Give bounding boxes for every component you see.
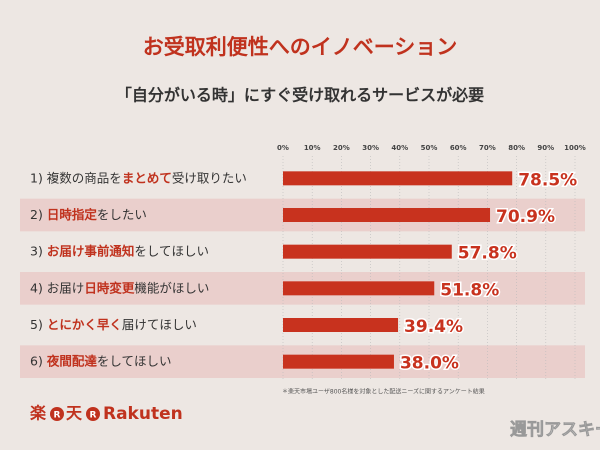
- bar: [283, 354, 394, 369]
- logo-en: Rakuten: [103, 404, 183, 424]
- category-segment: 夜間配達: [46, 353, 98, 368]
- bar: [283, 171, 513, 186]
- category-segment: 6): [30, 353, 47, 368]
- bar: [283, 318, 399, 332]
- value-label: 38.0%: [400, 354, 459, 374]
- category-segment: をしたい: [97, 207, 147, 222]
- category-segment: お届け事前通知: [47, 243, 135, 258]
- logo-mark: R: [90, 411, 97, 421]
- logo-mark: R: [54, 411, 61, 421]
- category-segment: 5): [30, 317, 47, 332]
- category-segment: 届けてほしい: [122, 317, 197, 332]
- category-label: 2) 日時指定をしたい: [30, 207, 147, 222]
- category-segment: 1) 複数の商品を: [30, 170, 122, 185]
- category-label: 6) 夜間配達をしてほしい: [30, 353, 171, 368]
- bar: [283, 244, 452, 259]
- x-tick-label: 100%: [564, 144, 586, 152]
- value-label: 57.8%: [458, 244, 517, 264]
- value-label: 78.5%: [518, 170, 577, 190]
- category-segment: をしてほしい: [97, 353, 172, 368]
- chart: 0% 10% 20% 30% 40% 50% 60% 70% 80% 90% 100% 1) 複数の商…: [20, 144, 586, 380]
- logo-circle: [86, 407, 100, 421]
- category-segment: をしてほしい: [134, 243, 209, 258]
- x-tick-label: 20%: [333, 144, 350, 152]
- category-segment: 機能がほしい: [134, 280, 209, 295]
- category-segment: まとめて: [122, 170, 172, 185]
- x-tick-label: 80%: [508, 144, 525, 152]
- x-tick-label: 70%: [479, 144, 496, 152]
- category-segment: 3): [30, 243, 47, 258]
- value-label: 39.4%: [404, 317, 463, 337]
- category-label: 3) お届け事前通知をしてほしい: [30, 243, 209, 258]
- logo-circle: [50, 407, 64, 421]
- category-segment: 4) お届け: [30, 280, 84, 295]
- subtitle: 「自分がいる時」にすぐ受け取れるサービスが必要: [116, 86, 484, 105]
- category-label: 4) お届け日時変更機能がほしい: [30, 280, 209, 295]
- x-tick-label: 60%: [450, 144, 467, 152]
- category-segment: 2): [30, 207, 47, 222]
- category-label: 1) 複数の商品をまとめて受け取りたい: [30, 170, 247, 185]
- x-tick-label: 10%: [304, 144, 321, 152]
- x-tick-label: 40%: [391, 144, 408, 152]
- logo-jp-right: 天: [66, 404, 83, 423]
- category-segment: 受け取りたい: [172, 170, 247, 185]
- x-tick-label: 0%: [277, 144, 289, 152]
- bar: [283, 281, 435, 296]
- x-tick-label: 30%: [362, 144, 379, 152]
- logo-jp-left: 楽: [29, 404, 47, 423]
- watermark: 週刊アスキー: [510, 420, 600, 440]
- title: お受取利便性へのイノベーション: [143, 35, 458, 59]
- category-segment: 日時指定: [47, 207, 98, 222]
- footnote: ＊楽天市場ユーザ800名様を対象とした配送ニーズに関するアンケート結果: [282, 388, 485, 396]
- value-label: 51.8%: [440, 280, 499, 300]
- x-tick-label: 90%: [537, 144, 554, 152]
- category-segment: とにかく早く: [47, 317, 122, 332]
- x-tick-label: 50%: [421, 144, 438, 152]
- value-label: 70.9%: [496, 207, 555, 227]
- bar: [283, 208, 491, 222]
- category-label: 5) とにかく早く届けてほしい: [30, 317, 197, 332]
- category-segment: 日時変更: [84, 280, 135, 295]
